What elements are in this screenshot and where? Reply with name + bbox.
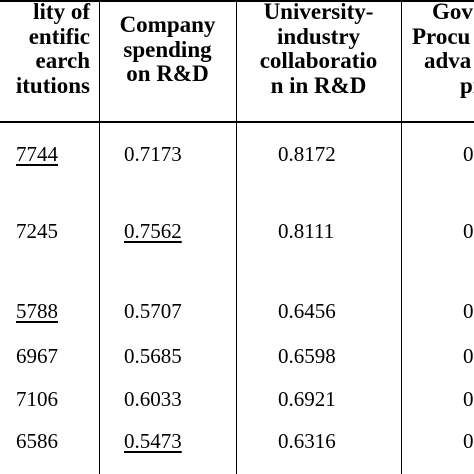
table-cell: 0.5685 [124, 344, 182, 368]
header-cell-company-spending: Company spending on R&D [119, 12, 216, 86]
table-cell: 0 [463, 142, 474, 166]
column-divider-3 [401, 0, 402, 474]
table-cell: 0 [463, 344, 474, 368]
table-cell: 0.5473 [124, 429, 182, 453]
table-cell: 6967 [16, 344, 58, 368]
table-cell: 0.6033 [124, 387, 182, 411]
column-divider-1 [99, 0, 100, 474]
table-cell: 0.6456 [278, 299, 336, 323]
table-cell: 0.5707 [124, 299, 182, 323]
table-cell: 0.7562 [124, 219, 182, 243]
table-cell: 0 [463, 429, 474, 453]
table-cell: 0.6598 [278, 344, 336, 368]
table-cell: 5788 [16, 299, 58, 323]
table-cell: 0 [463, 299, 474, 323]
header-divider [0, 121, 474, 123]
table-cell: 0.8111 [278, 219, 335, 243]
table-cell: 7106 [16, 387, 58, 411]
table-cell: 0.7173 [124, 142, 182, 166]
header-cell-university-industry-collaboration: University- industry collaboratio n in R… [259, 0, 378, 98]
table-cell: 0.6316 [278, 429, 336, 453]
table-cell: 0 [463, 387, 474, 411]
top-border [0, 0, 474, 2]
header-cell-quality-research-institutions: lity of entific earch itutions [15, 0, 90, 98]
table-cell: 7245 [16, 219, 58, 243]
table-cell: 0.8172 [278, 142, 336, 166]
column-divider-2 [236, 0, 237, 474]
header-cell-government-procurement: Gov Procu adva pr [412, 0, 474, 98]
table-cell: 0 [463, 219, 474, 243]
table-cell: 7744 [16, 142, 58, 166]
table-cell: 0.6921 [278, 387, 336, 411]
table-cell: 6586 [16, 429, 58, 453]
